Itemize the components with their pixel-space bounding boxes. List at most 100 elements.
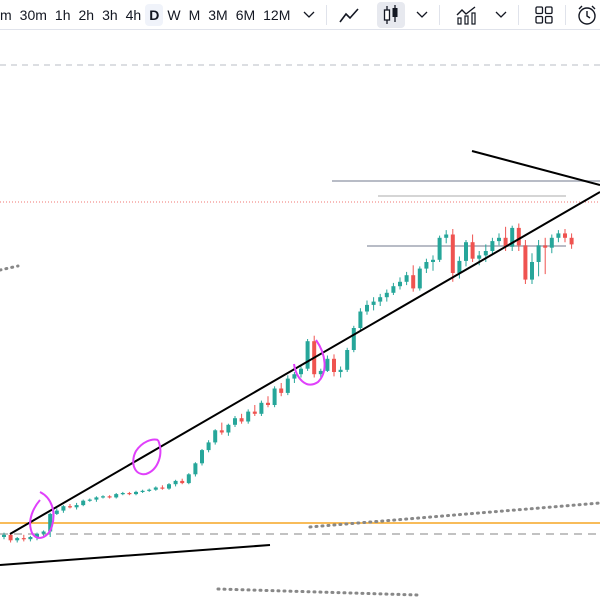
candle-body <box>305 341 310 369</box>
candle-body <box>173 480 178 485</box>
candle-body <box>450 234 455 273</box>
timeframe-30m[interactable]: 30m <box>19 6 47 23</box>
candle-body <box>371 301 376 305</box>
chevron-down-icon <box>495 11 507 18</box>
candle-body <box>87 499 92 501</box>
layout-grid-icon <box>535 5 553 24</box>
candle-body <box>470 242 475 259</box>
candle-body <box>219 430 224 433</box>
candle-body <box>431 259 435 262</box>
candle-body <box>226 424 231 433</box>
candle-body <box>272 388 277 405</box>
candle-body <box>464 242 468 261</box>
timeframe-6m[interactable]: 6M <box>235 6 256 23</box>
timeframe-4h[interactable]: 4h <box>125 6 142 23</box>
price-chart[interactable] <box>0 30 600 600</box>
candle-body <box>239 418 244 422</box>
candle-body <box>54 510 59 514</box>
candle-body <box>101 496 105 498</box>
candle-body <box>543 245 548 248</box>
timeframe-12m[interactable]: 12M <box>263 6 291 23</box>
candle-body <box>391 286 396 293</box>
candle-body <box>292 374 297 379</box>
candle-body <box>2 534 6 537</box>
toolbar-separator <box>518 4 520 25</box>
candle-body <box>94 497 99 500</box>
timeframe-3h[interactable]: 3h <box>102 6 118 23</box>
candlestick-button[interactable] <box>377 1 406 28</box>
candlestick-icon <box>384 4 398 24</box>
candle-body <box>61 506 66 511</box>
candle-body <box>563 233 567 238</box>
candle-body <box>186 474 191 484</box>
toolbar-separator <box>565 4 567 25</box>
candle-body <box>411 275 416 289</box>
candle-body <box>318 370 323 375</box>
timeframe-dropdown-button[interactable] <box>298 2 320 28</box>
timeframe-2h[interactable]: 2h <box>78 6 95 23</box>
toolbar-separator <box>439 4 441 25</box>
candle-body <box>127 493 132 495</box>
candle-body <box>15 538 20 541</box>
alert-button[interactable] <box>574 2 600 28</box>
candle-body <box>8 534 13 541</box>
line-chart-button[interactable] <box>333 2 367 28</box>
dotted-line-left <box>0 264 20 272</box>
indicators-dropdown-button[interactable] <box>490 2 512 28</box>
indicators-button[interactable] <box>452 2 482 28</box>
candle-body <box>483 251 488 256</box>
chevron-down-icon <box>416 11 428 18</box>
candle-body <box>338 369 343 372</box>
candle-body <box>345 350 350 370</box>
candle-body <box>246 411 251 422</box>
candle-body <box>503 237 508 247</box>
timeframe-3m[interactable]: 3M <box>208 6 228 23</box>
chart-type-dropdown-button[interactable] <box>411 2 433 28</box>
candle-body <box>510 227 515 247</box>
candle-body <box>325 358 330 371</box>
candles-group <box>2 223 574 543</box>
toolbar-separator <box>326 4 328 25</box>
alert-clock-icon <box>578 5 596 25</box>
candle-body <box>48 513 53 532</box>
candle-body <box>332 358 336 372</box>
candle-body <box>424 262 429 269</box>
timeframe-1h[interactable]: 1h <box>54 6 71 23</box>
timeframe-m[interactable]: m <box>0 6 12 23</box>
candle-body <box>523 245 528 280</box>
candle-body <box>252 411 257 414</box>
highlight-circle-1 <box>29 491 55 539</box>
layout-button[interactable] <box>529 2 559 28</box>
candle-body <box>556 233 561 238</box>
candle-body <box>200 450 204 464</box>
candle-body <box>358 311 363 328</box>
candle-body <box>120 493 125 495</box>
candle-body <box>398 281 402 287</box>
candle-body <box>569 237 574 245</box>
highlight-circle-3 <box>293 339 326 386</box>
timeframe-d[interactable]: D <box>145 3 164 26</box>
highlight-circle-2 <box>132 438 162 476</box>
candle-body <box>549 237 554 248</box>
candle-body <box>536 245 541 262</box>
candle-body <box>233 418 237 425</box>
candle-body <box>477 255 482 259</box>
timeframe-w[interactable]: W <box>167 6 181 23</box>
candle-body <box>457 260 462 273</box>
timeframe-m[interactable]: M <box>188 6 201 23</box>
candle-body <box>41 531 46 534</box>
candle-body <box>140 490 145 492</box>
candle-body <box>437 237 442 260</box>
indicators-icon <box>456 5 476 25</box>
candle-body <box>193 463 198 475</box>
dotted-line-bottom <box>216 587 420 597</box>
line-chart-icon <box>339 7 359 22</box>
candle-body <box>285 378 290 393</box>
chevron-down-icon <box>303 11 315 18</box>
candle-body <box>378 297 383 302</box>
candle-body <box>365 304 369 312</box>
candle-body <box>180 480 185 484</box>
candle-body <box>68 506 72 508</box>
trendline-main <box>9 191 600 535</box>
candle-body <box>35 533 39 537</box>
